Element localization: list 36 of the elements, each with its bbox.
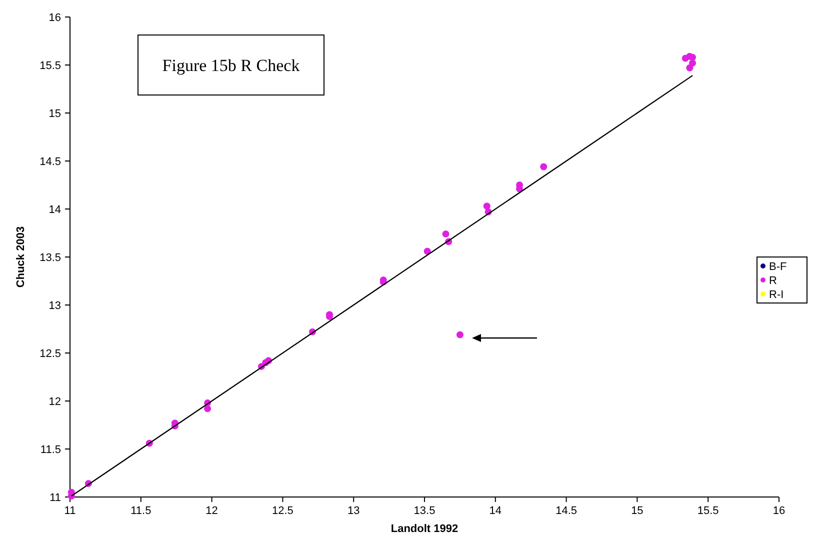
text: Figure 15b R Check (162, 56, 300, 75)
legend-label: R (769, 275, 777, 287)
point (689, 60, 696, 67)
y-tick-label: 12.5 (40, 348, 61, 360)
y-axis-title: Chuck 2003 (15, 226, 27, 288)
y-tick-label: 14 (48, 204, 61, 216)
legend-label: B-F (769, 261, 787, 273)
x-tick-label: 12.5 (272, 505, 294, 517)
point (442, 230, 450, 238)
y-tick-label: 15.5 (40, 60, 61, 72)
x-tick-label: 14 (489, 505, 502, 517)
x-axis-title: Landolt 1992 (390, 523, 458, 535)
y-tick-label: 12 (48, 396, 61, 408)
x-tick-label: 13.5 (414, 505, 436, 517)
y-tick-label: 11 (50, 492, 61, 504)
x-tick-label: 15.5 (697, 505, 719, 517)
y-tick-label: 13.5 (40, 252, 61, 264)
point (686, 64, 694, 72)
y-tick-label: 14.5 (40, 156, 61, 168)
y-tick-label: 13 (48, 300, 61, 312)
y-tick-label: 15 (48, 108, 61, 120)
point (424, 248, 431, 255)
x-tick-label: 11 (64, 505, 76, 517)
y-tick-label: 11.5 (40, 444, 61, 456)
point (456, 331, 464, 338)
point (483, 202, 490, 210)
legend-label: R-I (769, 289, 784, 301)
x-tick-label: 12 (206, 505, 218, 517)
x-tick-label: 13 (347, 505, 360, 517)
x-tick-label: 16 (772, 505, 786, 517)
point (204, 405, 212, 412)
x-tick-label: 15 (631, 505, 644, 517)
y-tick-label: 16 (48, 12, 61, 24)
x-tick-label: 14.5 (556, 505, 578, 517)
point (540, 163, 548, 170)
x-tick-label: 11.5 (130, 505, 152, 517)
